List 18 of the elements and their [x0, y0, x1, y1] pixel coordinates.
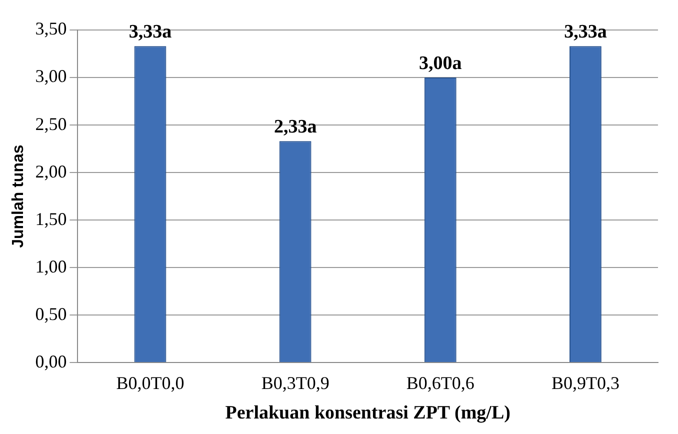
y-tick-label: 2,00	[35, 161, 67, 182]
y-tick-label: 1,00	[35, 256, 67, 276]
y-tick-label: 3,50	[35, 18, 67, 39]
data-label: 2,33a	[274, 116, 318, 138]
y-tick-label: 0,50	[35, 304, 67, 324]
data-label: 3,33a	[128, 22, 172, 43]
y-axis-title: Jumlah tunas	[10, 144, 28, 248]
data-label: 3,33a	[564, 22, 608, 43]
y-tick-label: 0,00	[35, 351, 67, 372]
data-label: 3,00a	[419, 52, 462, 74]
x-tick-label: B0,3T0,9	[261, 373, 330, 394]
x-tick-label: B0,9T0,3	[551, 373, 620, 394]
x-tick-label: B0,0T0,0	[116, 373, 184, 394]
y-tick-label: 1,50	[35, 208, 67, 229]
y-tick-label: 3,00	[35, 66, 67, 86]
x-axis-title: Perlakuan konsentrasi ZPT (mg/L)	[225, 402, 510, 424]
x-tick-label: B0,6T0,6	[406, 373, 474, 394]
y-tick-label: 2,50	[35, 114, 67, 134]
